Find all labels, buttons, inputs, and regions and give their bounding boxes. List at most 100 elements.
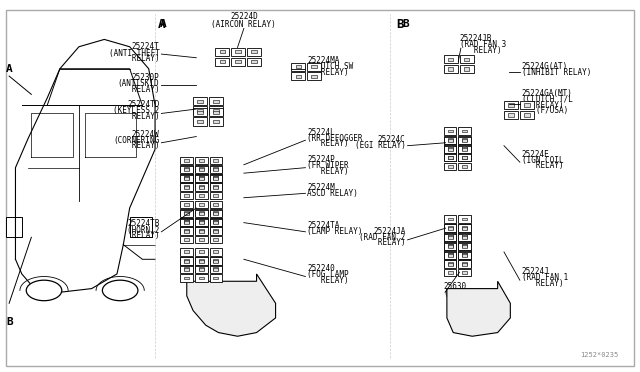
Bar [184, 268, 189, 271]
Text: 25630: 25630 [444, 282, 467, 291]
Bar [458, 154, 471, 161]
Text: (ANTISKID: (ANTISKID [118, 79, 159, 88]
Text: (RAD FAN 3: (RAD FAN 3 [460, 41, 506, 49]
Bar [184, 238, 189, 241]
Bar [231, 48, 245, 56]
Bar [195, 201, 208, 208]
Bar [180, 210, 193, 217]
Bar [195, 227, 208, 234]
Bar [220, 50, 225, 54]
Bar [180, 236, 193, 243]
Text: 25224P: 25224P [307, 155, 335, 164]
Bar [195, 227, 208, 235]
Text: RELAY): RELAY) [118, 112, 159, 121]
Bar [184, 259, 189, 262]
Bar [462, 262, 467, 265]
Bar [231, 58, 245, 66]
Bar [213, 250, 218, 253]
Bar [199, 168, 204, 171]
Bar [210, 257, 222, 265]
Text: 25224TB: 25224TB [127, 219, 159, 228]
Bar [184, 176, 189, 179]
Bar [213, 167, 218, 170]
Bar [447, 262, 452, 265]
Text: B: B [396, 19, 404, 31]
Bar [213, 221, 218, 223]
Bar [210, 165, 222, 173]
Polygon shape [187, 274, 276, 336]
Bar [213, 220, 218, 223]
Bar [215, 58, 229, 66]
Bar [447, 235, 452, 238]
Bar [447, 234, 452, 237]
Bar [180, 201, 193, 208]
Bar [504, 101, 518, 109]
Bar [213, 111, 219, 114]
Bar [312, 65, 317, 68]
Bar [458, 260, 471, 268]
Bar [180, 257, 193, 264]
Text: RELAY): RELAY) [522, 161, 563, 170]
Bar [184, 230, 189, 232]
Bar [458, 145, 471, 152]
Bar [458, 234, 471, 241]
Bar [460, 55, 474, 63]
Bar [184, 176, 189, 179]
Bar [180, 166, 193, 173]
Bar [210, 266, 222, 273]
Bar [210, 183, 222, 190]
Bar [458, 250, 471, 258]
Bar [444, 252, 456, 259]
Bar [462, 235, 467, 238]
Bar [213, 259, 218, 262]
Bar [195, 257, 208, 264]
Text: (RR DEFOGGER: (RR DEFOGGER [307, 134, 363, 143]
Text: (KEYLESS 2: (KEYLESS 2 [113, 106, 159, 115]
Bar [184, 212, 189, 215]
Bar [197, 120, 203, 123]
Bar [307, 73, 321, 80]
Bar [193, 106, 207, 115]
Bar [458, 252, 471, 259]
Bar [180, 183, 193, 191]
Bar [213, 203, 218, 206]
Bar [209, 106, 223, 115]
Bar [197, 111, 203, 114]
Bar [458, 163, 471, 170]
Text: 25224GA(MT): 25224GA(MT) [522, 89, 573, 98]
Bar [252, 60, 257, 63]
Bar [247, 58, 261, 66]
Text: 25224M: 25224M [307, 183, 335, 192]
Text: RELAY): RELAY) [118, 54, 159, 63]
Bar [195, 209, 208, 217]
Bar [462, 244, 467, 247]
Text: (LAMP RELAY): (LAMP RELAY) [307, 227, 363, 236]
Bar [458, 215, 471, 223]
Bar [462, 156, 467, 159]
Bar [444, 232, 456, 240]
Bar [193, 118, 207, 125]
Text: 25224C: 25224C [378, 135, 406, 144]
Bar [180, 174, 193, 182]
Circle shape [102, 280, 138, 301]
Bar [195, 265, 208, 272]
Bar [444, 154, 456, 161]
Bar [184, 186, 189, 189]
Bar [210, 174, 222, 181]
Bar [236, 60, 241, 63]
Bar [447, 253, 452, 256]
Bar [213, 276, 218, 279]
Bar [199, 177, 204, 180]
Bar [520, 101, 534, 109]
Bar [296, 75, 301, 78]
Bar [180, 248, 193, 256]
Text: A: A [160, 19, 167, 29]
Bar [199, 229, 204, 232]
Bar [458, 146, 471, 153]
Bar [199, 212, 204, 215]
Bar [213, 159, 218, 162]
Text: RELAY): RELAY) [307, 276, 349, 285]
Bar [462, 147, 467, 149]
Bar [444, 215, 456, 223]
Bar [458, 224, 471, 232]
